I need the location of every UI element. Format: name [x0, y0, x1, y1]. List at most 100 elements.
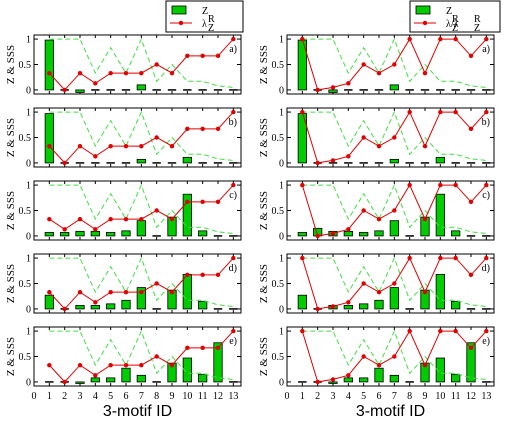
series-dashed-line	[302, 256, 487, 307]
series-ratio-point	[361, 135, 366, 140]
series-ratio-point	[215, 345, 221, 351]
series-ratio-point	[484, 182, 489, 188]
series-ratio-point	[108, 143, 113, 149]
series-ratio-point	[62, 227, 67, 232]
bar-z	[121, 367, 131, 383]
y-axis-label: Z & SSS	[5, 337, 17, 376]
bar-z	[466, 342, 476, 383]
x-tick-label: 5	[108, 391, 113, 402]
bar-z	[359, 303, 369, 310]
bar-z	[359, 231, 369, 237]
series-ratio-point	[185, 53, 190, 59]
series-ratio-point	[231, 182, 236, 188]
series-dashed-line	[49, 329, 234, 380]
x-tick-label: 2	[315, 391, 320, 402]
series-ratio-point	[154, 354, 159, 359]
y-axis-label: Z & SSS	[258, 118, 270, 157]
series-ratio-point	[346, 81, 351, 86]
bar-z	[182, 357, 192, 383]
series-ratio-point	[468, 53, 474, 59]
series-ratio-point	[468, 126, 474, 132]
bar-z	[90, 230, 100, 237]
bar-z	[136, 84, 146, 91]
series-ratio-point	[453, 328, 458, 334]
panel-label: a)	[482, 44, 490, 55]
series-ratio-point	[315, 87, 320, 93]
series-ratio-point	[123, 362, 129, 368]
x-tick-label: 3	[78, 391, 83, 402]
series-ratio-point	[139, 362, 144, 368]
bar-z	[374, 230, 384, 237]
bar-z	[435, 193, 445, 237]
series-ratio-point	[200, 272, 205, 278]
x-tick-label: 0	[285, 391, 290, 402]
series-ratio-point	[154, 62, 159, 67]
series-ratio-point	[77, 70, 83, 76]
bar-z	[44, 231, 54, 237]
series-ratio-point	[407, 328, 412, 334]
series-ratio-point	[392, 354, 397, 359]
y-axis-label: Z & SSS	[258, 45, 270, 84]
bar-z	[374, 367, 384, 383]
series-ratio-point	[62, 160, 67, 166]
chart-column-left: 0 0.5 1 Z & SSS a) 0 0.5 1 Z & SSS b) 0 0.5 1 Z & SSS…	[5, 0, 244, 420]
bar-z	[75, 304, 85, 310]
bar-z	[136, 158, 146, 164]
series-dashed-line	[49, 256, 234, 307]
legend-superscript: R	[452, 14, 459, 25]
y-tick-label: 0	[279, 85, 284, 96]
bar-z	[389, 287, 399, 310]
panel-left-1: 0 0.5 1 Z & SSS a)	[5, 34, 242, 96]
y-tick-label: 0	[26, 304, 31, 315]
series-ratio-point	[185, 345, 190, 351]
x-tick-label: 11	[451, 391, 461, 402]
series-ratio-point	[123, 289, 129, 295]
series-dashed-line	[49, 183, 234, 234]
y-tick-label: 0	[26, 85, 31, 96]
series-ratio-point	[438, 255, 443, 261]
bar-z	[198, 373, 208, 383]
legend-subscript: Z	[474, 23, 480, 34]
y-tick-label: 0.5	[272, 206, 285, 217]
series-ratio-point	[169, 362, 175, 368]
series-ratio-point	[376, 70, 382, 76]
series-ratio-point	[422, 362, 428, 368]
series-ratio-point	[407, 255, 412, 261]
series-ratio-point	[300, 109, 305, 115]
panel-label: b)	[229, 117, 237, 128]
y-tick-label: 1	[26, 181, 31, 192]
series-dashed-line	[302, 37, 487, 88]
bar-z	[106, 303, 116, 310]
series-ratio-point	[392, 281, 397, 286]
series-ratio-point	[376, 216, 382, 222]
series-ratio-point	[438, 36, 443, 42]
series-ratio-point	[185, 272, 190, 278]
series-ratio-point	[139, 70, 144, 76]
bar-z	[389, 220, 399, 237]
series-ratio-point	[93, 300, 98, 305]
series-ratio-point	[200, 199, 205, 205]
series-ratio-point	[215, 199, 221, 205]
series-ratio-point	[468, 272, 474, 278]
bar-z	[75, 381, 85, 384]
bar-z	[121, 230, 131, 237]
series-ratio-point	[407, 182, 412, 188]
series-dashed-line	[302, 329, 487, 380]
legend-label-ratio: λ/λ	[446, 19, 459, 30]
x-tick-label: 13	[481, 391, 491, 402]
x-tick-label: 1	[300, 391, 305, 402]
series-ratio-point	[392, 135, 397, 140]
y-tick-label: 0.5	[272, 133, 285, 144]
y-tick-label: 0	[279, 377, 284, 388]
x-tick-label: 6	[377, 391, 382, 402]
bar-z	[435, 273, 445, 310]
series-ratio-point	[139, 289, 144, 295]
series-ratio-point	[484, 109, 489, 115]
bar-z	[182, 273, 192, 310]
series-ratio-point	[169, 216, 175, 222]
series-ratio-point	[484, 328, 489, 334]
series-ratio-point	[231, 36, 236, 42]
y-tick-label: 1	[279, 327, 284, 338]
bar-z	[328, 381, 338, 384]
bar-z	[435, 156, 445, 164]
